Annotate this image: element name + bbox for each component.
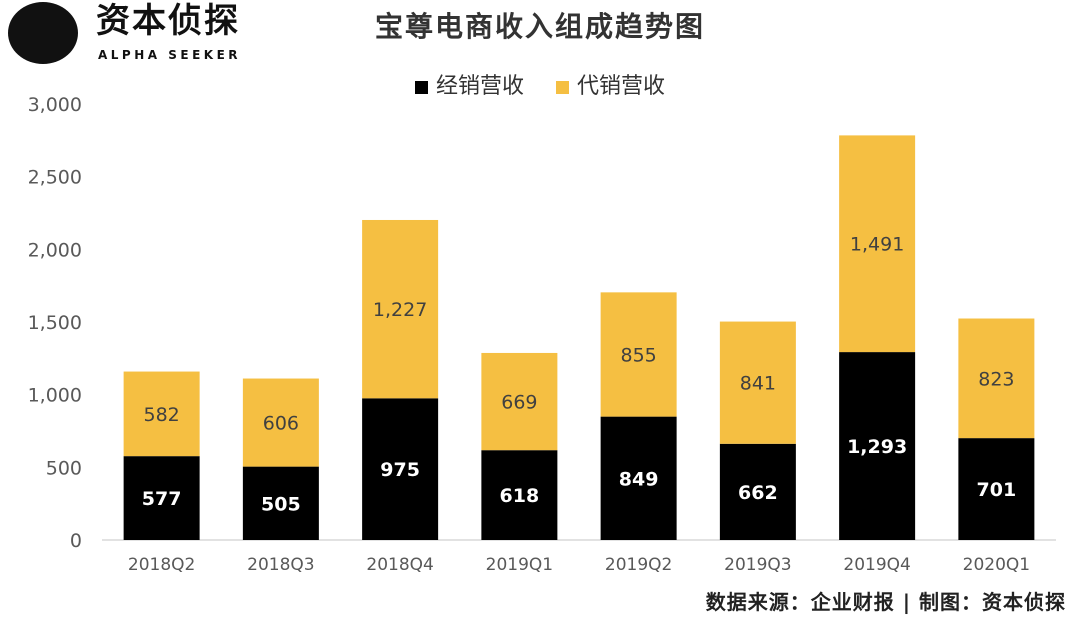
chart-title: 宝尊电商收入组成趋势图 <box>374 10 705 43</box>
x-tick-label: 2020Q1 <box>963 555 1030 575</box>
bar-distribution <box>600 416 677 540</box>
data-label: 975 <box>380 459 420 481</box>
data-label: 1,293 <box>847 436 907 458</box>
bar-consignment <box>242 378 319 467</box>
logo-text-cn: 资本侦探 <box>96 1 240 41</box>
bar-consignment <box>839 135 916 353</box>
data-label: 823 <box>978 368 1014 390</box>
data-label: 618 <box>500 485 540 507</box>
x-tick-label: 2019Q1 <box>486 555 553 575</box>
data-label: 1,491 <box>850 234 904 256</box>
bar-distribution <box>958 438 1035 540</box>
y-tick-label: 2,000 <box>28 239 82 261</box>
source-note: 数据来源：企业财报 | 制图：资本侦探 <box>705 590 1066 614</box>
y-tick-label: 2,500 <box>28 167 82 189</box>
bar-distribution <box>481 450 558 540</box>
data-label: 505 <box>261 493 301 515</box>
x-tick-label: 2018Q3 <box>247 555 314 575</box>
bar-consignment <box>719 321 796 444</box>
y-tick-label: 500 <box>46 457 82 479</box>
y-tick-label: 1,000 <box>28 385 82 407</box>
bar-consignment <box>123 371 200 457</box>
data-label: 582 <box>143 404 179 426</box>
legend: 经销营收 代销营收 <box>0 74 1080 100</box>
bar-distribution <box>242 466 319 540</box>
data-label: 1,227 <box>373 299 427 321</box>
x-tick-label: 2018Q2 <box>128 555 195 575</box>
logo: 资本侦探 ALPHA SEEKER <box>8 2 258 66</box>
legend-swatch <box>414 80 428 94</box>
legend-label: 代销营收 <box>577 74 666 99</box>
bar-distribution <box>123 456 200 540</box>
data-label: 855 <box>620 344 656 366</box>
bar-consignment <box>958 318 1035 439</box>
legend-item-series-1: 代销营收 <box>556 74 665 100</box>
bar-distribution <box>839 352 916 540</box>
legend-item-series-0: 经销营收 <box>414 74 524 100</box>
data-label: 662 <box>738 482 778 504</box>
bar-distribution <box>719 443 796 540</box>
logo-text-en: ALPHA SEEKER <box>98 48 242 62</box>
y-tick-label: 1,500 <box>28 312 82 334</box>
data-label: 841 <box>740 373 776 395</box>
data-label: 606 <box>263 413 299 435</box>
x-tick-label: 2019Q4 <box>843 555 910 575</box>
data-label: 849 <box>619 468 659 490</box>
bar-consignment <box>481 352 558 451</box>
legend-swatch <box>556 80 569 94</box>
data-label: 669 <box>501 392 537 414</box>
y-tick-label: 3,000 <box>28 94 82 116</box>
bar-consignment <box>600 292 677 417</box>
x-tick-label: 2019Q2 <box>605 555 672 575</box>
detective-logo-icon <box>8 2 78 64</box>
x-tick-label: 2018Q4 <box>366 555 433 575</box>
y-tick-label: 0 <box>70 530 82 552</box>
legend-label: 经销营收 <box>435 74 524 99</box>
data-label: 577 <box>142 488 182 510</box>
bar-distribution <box>362 398 439 540</box>
x-tick-label: 2019Q3 <box>724 555 791 575</box>
bar-consignment <box>362 219 439 399</box>
data-label: 701 <box>977 479 1017 501</box>
